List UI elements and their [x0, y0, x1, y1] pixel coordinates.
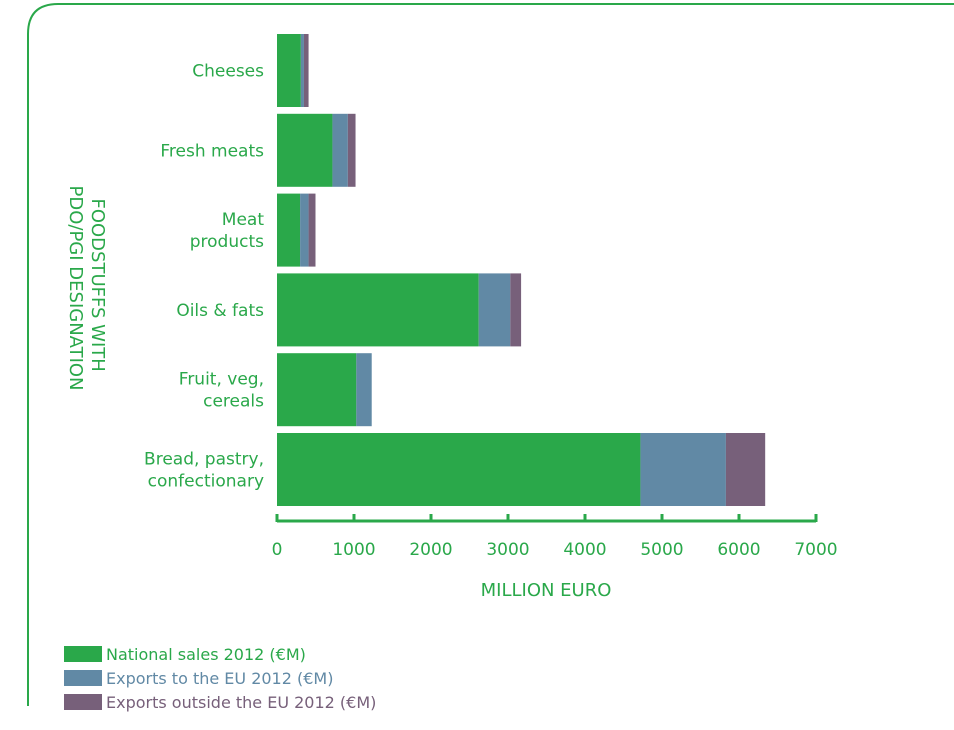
- bar-segment: [277, 273, 479, 347]
- category-labels: Cheeses Fresh meats Meat products Oils & fat…: [144, 62, 264, 492]
- y-axis-title-line: FOODSTUFFS WITH: [87, 198, 108, 371]
- bar-segment: [277, 353, 357, 427]
- bar-segment: [510, 273, 522, 347]
- x-tick-label: 6000: [717, 540, 760, 560]
- x-tick-label: 4000: [563, 540, 606, 560]
- bar-segment: [277, 193, 301, 267]
- legend-label: Exports to the EU 2012 (€M): [106, 669, 333, 688]
- bar-segment: [356, 353, 372, 427]
- bar-segment: [332, 113, 348, 187]
- bar-segment: [277, 34, 301, 107]
- category-label: Cheeses: [192, 62, 264, 82]
- x-tick-label: 7000: [794, 540, 837, 560]
- legend-swatch: [64, 670, 102, 686]
- x-tick-label: 3000: [486, 540, 529, 560]
- bars-layer: [277, 34, 766, 506]
- category-label: Meat products: [190, 210, 265, 252]
- category-label: Fruit, veg, cereals: [179, 370, 264, 412]
- bar-segment: [640, 433, 726, 506]
- y-axis-title: FOODSTUFFS WITH PDO/PGI DESIGNATION: [65, 185, 108, 390]
- bar-segment: [308, 193, 316, 267]
- bar-segment: [300, 34, 304, 107]
- x-tick-label: 2000: [409, 540, 452, 560]
- bar-segment: [300, 193, 309, 267]
- category-label: Bread, pastry, confectionary: [144, 450, 264, 492]
- x-tick-label: 1000: [332, 540, 375, 560]
- legend-label: National sales 2012 (€M): [106, 645, 306, 664]
- bar-segment: [303, 34, 309, 107]
- x-tick-label: 5000: [640, 540, 683, 560]
- legend-label: Exports outside the EU 2012 (€M): [106, 693, 376, 712]
- y-axis-title-line: PDO/PGI DESIGNATION: [65, 185, 86, 390]
- bar-segment: [347, 113, 356, 187]
- bar-segment: [725, 433, 766, 506]
- bar-segment: [478, 273, 511, 347]
- category-label: Fresh meats: [160, 141, 264, 161]
- legend: National sales 2012 (€M) Exports to the E…: [64, 645, 376, 712]
- legend-swatch: [64, 694, 102, 710]
- x-axis-title: MILLION EURO: [481, 580, 612, 601]
- x-axis-ticks: 0 1000 2000 3000 4000 5000 6000 7000: [272, 514, 838, 560]
- x-tick-label: 0: [272, 540, 283, 560]
- bar-segment: [277, 113, 333, 187]
- category-label: Oils & fats: [176, 301, 264, 321]
- legend-swatch: [64, 646, 102, 662]
- bar-segment: [277, 433, 641, 506]
